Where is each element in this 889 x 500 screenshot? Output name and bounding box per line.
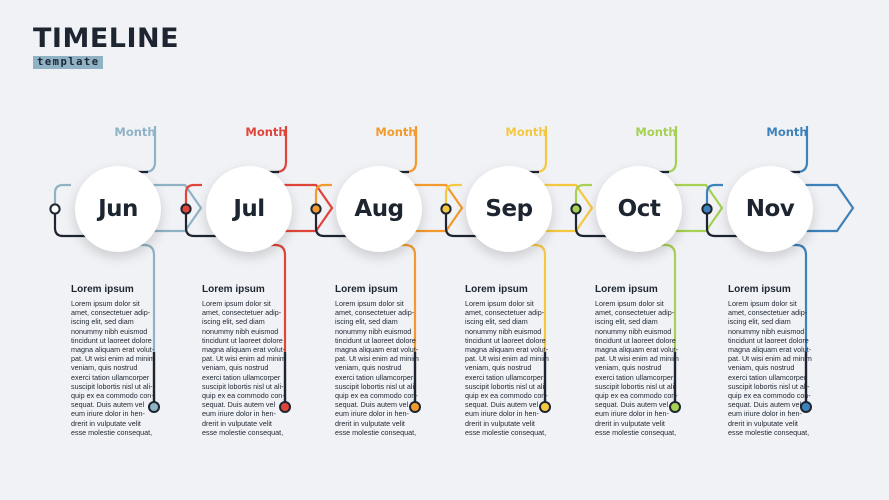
- stage-3-band-dot: [310, 203, 322, 215]
- stage-4-bottom-connector: [509, 243, 547, 352]
- stage-4-month-circle: Sep: [466, 166, 552, 252]
- stage-4-band-dot: [440, 203, 452, 215]
- stage-6-heading: Lorem ipsum: [728, 284, 791, 295]
- stage-2-band-dot: [180, 203, 192, 215]
- stage-5-bottom-connector: [639, 243, 677, 352]
- stage-3-end-dot: [409, 401, 421, 413]
- stage-2-end-dot: [279, 401, 291, 413]
- stage-1-month-label: Month: [114, 125, 156, 139]
- stage-4-band-bottom: [444, 208, 489, 238]
- stage-2-month-label: Month: [245, 125, 287, 139]
- stage-6-month-label: Month: [766, 125, 808, 139]
- stage-3-month-label: Month: [375, 125, 417, 139]
- stage-6-text-card: Lorem ipsum Lorem ipsum dolor sit amet, c…: [728, 284, 832, 437]
- stage-5-heading: Lorem ipsum: [595, 284, 658, 295]
- stage-1-band-left: [53, 183, 71, 208]
- stage-2-body: Lorem ipsum dolor sit amet, consectetuer…: [202, 299, 286, 437]
- stage-5-month-label: Month: [635, 125, 677, 139]
- stage-5-body: Lorem ipsum dolor sit amet, consectetuer…: [595, 299, 679, 437]
- stage-6-band-bottom: [705, 208, 750, 238]
- stage-1-heading: Lorem ipsum: [71, 284, 134, 295]
- stage-4-text-card: Lorem ipsum Lorem ipsum dolor sit amet, c…: [465, 284, 569, 437]
- stage-6-end-dot: [800, 401, 812, 413]
- stage-6-body: Lorem ipsum dolor sit amet, consectetuer…: [728, 299, 812, 437]
- stage-6-month-name: Nov: [745, 196, 795, 222]
- stage-5-month-name: Oct: [617, 196, 661, 222]
- stage-2-heading: Lorem ipsum: [202, 284, 265, 295]
- stage-1-bottom-connector: [118, 243, 156, 352]
- stage-5-chevron: [669, 183, 724, 233]
- page-subtitle: template: [33, 56, 103, 69]
- stage-1-month-name: Jun: [98, 196, 138, 222]
- stage-1-body: Lorem ipsum dolor sit amet, consectetuer…: [71, 299, 155, 437]
- stage-2-month-name: Jul: [233, 196, 265, 222]
- stage-6-band-left: [705, 183, 723, 208]
- stage-6-band-dot: [701, 203, 713, 215]
- stage-2-bottom-connector: [249, 243, 287, 352]
- stage-6-bottom-connector: [770, 243, 808, 352]
- stage-4-band-left: [444, 183, 462, 208]
- stage-3-chevron: [409, 183, 464, 233]
- stage-2-band-left: [184, 183, 202, 208]
- stage-5-month-circle: Oct: [596, 166, 682, 252]
- stage-4-chevron: [539, 183, 594, 233]
- page-title: TIMELINE: [33, 23, 180, 54]
- stage-5-band-left: [574, 183, 592, 208]
- stage-4-month-label: Month: [505, 125, 547, 139]
- stage-1-band-dot: [49, 203, 61, 215]
- stage-2-text-card: Lorem ipsum Lorem ipsum dolor sit amet, c…: [202, 284, 306, 437]
- stage-1-text-card: Lorem ipsum Lorem ipsum dolor sit amet, c…: [71, 284, 175, 437]
- stage-2-band-bottom: [184, 208, 229, 238]
- stage-3-heading: Lorem ipsum: [335, 284, 398, 295]
- stage-1-band-bottom: [53, 208, 98, 238]
- stage-3-month-name: Aug: [354, 196, 404, 222]
- stage-1-chevron: [148, 183, 203, 233]
- stage-2-chevron: [279, 183, 334, 233]
- stage-1-month-circle: Jun: [75, 166, 161, 252]
- stage-5-text-card: Lorem ipsum Lorem ipsum dolor sit amet, c…: [595, 284, 699, 437]
- stage-6-chevron: [800, 183, 855, 233]
- stage-4-end-dot: [539, 401, 551, 413]
- stage-3-month-circle: Aug: [336, 166, 422, 252]
- stage-4-heading: Lorem ipsum: [465, 284, 528, 295]
- stage-5-band-bottom: [574, 208, 619, 238]
- stage-3-body: Lorem ipsum dolor sit amet, consectetuer…: [335, 299, 419, 437]
- stage-2-month-circle: Jul: [206, 166, 292, 252]
- stage-3-text-card: Lorem ipsum Lorem ipsum dolor sit amet, c…: [335, 284, 439, 437]
- stage-5-end-dot: [669, 401, 681, 413]
- stage-5-band-dot: [570, 203, 582, 215]
- stage-4-body: Lorem ipsum dolor sit amet, consectetuer…: [465, 299, 549, 437]
- stage-3-bottom-connector: [379, 243, 417, 352]
- stage-3-band-bottom: [314, 208, 359, 238]
- stage-4-month-name: Sep: [485, 196, 533, 222]
- stage-3-band-left: [314, 183, 332, 208]
- stage-1-end-dot: [148, 401, 160, 413]
- stage-6-month-circle: Nov: [727, 166, 813, 252]
